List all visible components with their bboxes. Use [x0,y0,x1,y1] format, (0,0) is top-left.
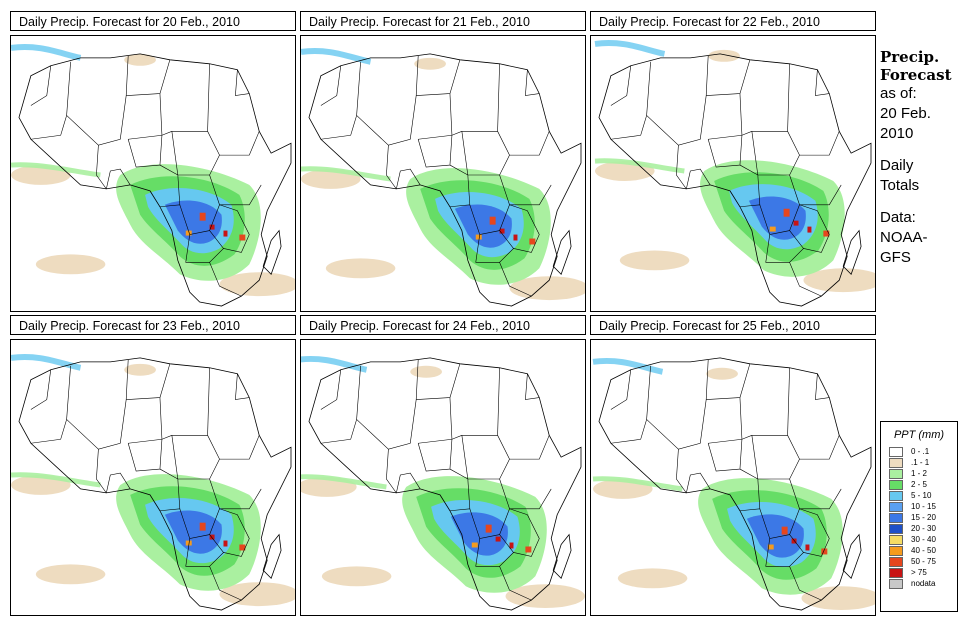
legend-label: 1 - 2 [911,469,928,478]
legend-swatch [889,579,903,589]
forecast-panel-22-feb: Daily Precip. Forecast for 22 Feb., 2010 [590,11,876,312]
panel-title: Daily Precip. Forecast for 20 Feb., 2010 [10,11,296,31]
legend-item: 2 - 5 [889,480,957,491]
precip-map [300,35,586,312]
legend-label: .1 - 1 [911,458,930,467]
precip-map [300,339,586,616]
legend-item: 15 - 20 [889,513,957,524]
legend-item: 20 - 30 [889,524,957,535]
legend-label: > 75 [911,568,927,577]
precip-map [10,339,296,616]
forecast-panel-25-feb: Daily Precip. Forecast for 25 Feb., 2010 [590,315,876,616]
legend-item: .1 - 1 [889,458,957,469]
legend-item: nodata [889,579,957,590]
legend-item: 5 - 10 [889,491,957,502]
legend-label: 40 - 50 [911,546,936,555]
panel-title: Daily Precip. Forecast for 23 Feb., 2010 [10,315,296,335]
legend-label: 15 - 20 [911,513,936,522]
legend-label: 5 - 10 [911,491,932,500]
legend-label: 30 - 40 [911,535,936,544]
legend-swatch [889,535,903,545]
forecast-panel-24-feb: Daily Precip. Forecast for 24 Feb., 2010 [300,315,586,616]
legend-item: 50 - 75 [889,557,957,568]
legend-swatch [889,469,903,479]
forecast-panel-21-feb: Daily Precip. Forecast for 21 Feb., 2010 [300,11,586,312]
forecast-info: Precip. Forecast as of: 20 Feb. 2010 Dai… [880,48,964,268]
africa-map-svg [591,357,875,615]
daily-label: Daily [880,157,914,174]
panel-title: Daily Precip. Forecast for 24 Feb., 2010 [300,315,586,335]
heading-forecast: Forecast [880,66,952,84]
legend-swatch [889,568,903,578]
legend-swatch [889,546,903,556]
legend-swatch [889,502,903,512]
forecast-panel-20-feb: Daily Precip. Forecast for 20 Feb., 2010 [10,11,296,312]
precip-map [590,35,876,312]
legend-rows: 0 - .1 .1 - 1 1 - 2 2 - 5 5 - 10 10 - 15 15 - … [881,447,957,590]
legend-item: 30 - 40 [889,535,957,546]
legend-label: 2 - 5 [911,480,928,489]
precip-legend: PPT (mm) 0 - .1 .1 - 1 1 - 2 2 - 5 5 - 10 10 … [880,421,958,612]
legend-title: PPT (mm) [893,429,945,441]
precip-map [10,35,296,312]
panel-title: Daily Precip. Forecast for 22 Feb., 2010 [590,11,876,31]
legend-swatch [889,557,903,567]
panel-title: Daily Precip. Forecast for 21 Feb., 2010 [300,11,586,31]
heading-precip: Precip. [880,48,940,66]
legend-label: 50 - 75 [911,557,936,566]
as-of-date: 20 Feb. [880,105,931,122]
forecast-panel-23-feb: Daily Precip. Forecast for 23 Feb., 2010 [10,315,296,616]
legend-label: 20 - 30 [911,524,936,533]
legend-label: 10 - 15 [911,502,936,511]
data-source-1: NOAA- [880,229,928,246]
legend-swatch [889,447,903,457]
legend-item: 1 - 2 [889,469,957,480]
africa-map-svg [11,36,295,307]
data-source-2: GFS [880,249,911,266]
legend-swatch [889,513,903,523]
panel-title: Daily Precip. Forecast for 25 Feb., 2010 [590,315,876,335]
legend-label: 0 - .1 [911,447,930,456]
africa-map-svg [591,36,875,307]
as-of-label: as of: [880,85,917,102]
legend-swatch [889,491,903,501]
africa-map-svg [301,36,585,307]
precip-map [590,339,876,616]
legend-swatch [889,524,903,534]
africa-map-svg [11,340,295,611]
legend-item: 40 - 50 [889,546,957,557]
africa-map-svg [301,340,585,615]
legend-swatch [889,458,903,468]
totals-label: Totals [880,177,920,194]
legend-item: 10 - 15 [889,502,957,513]
legend-item: > 75 [889,568,957,579]
data-label: Data: [880,209,916,226]
legend-item: 0 - .1 [889,447,957,458]
legend-label: nodata [911,579,936,588]
as-of-year: 2010 [880,125,914,142]
legend-swatch [889,480,903,490]
